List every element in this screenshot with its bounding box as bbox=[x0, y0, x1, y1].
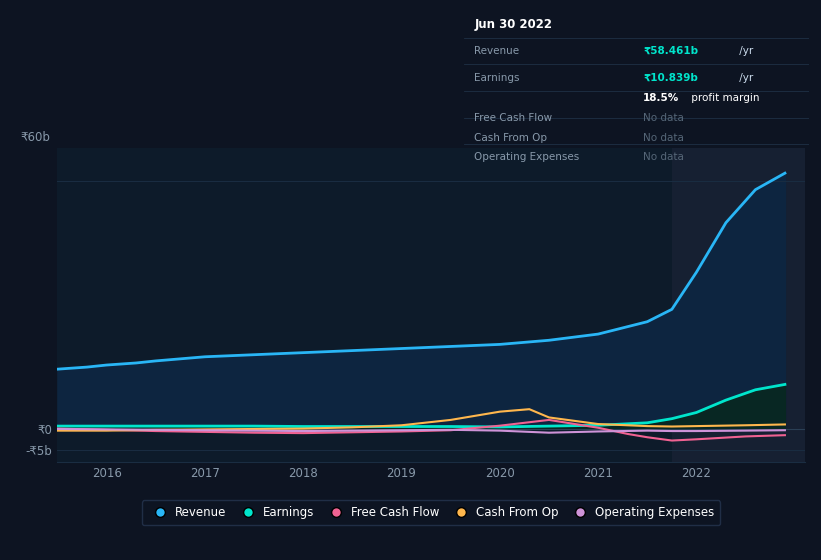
Text: Revenue: Revenue bbox=[475, 46, 520, 56]
Text: /yr: /yr bbox=[736, 73, 754, 83]
Text: /yr: /yr bbox=[736, 46, 754, 56]
Text: Operating Expenses: Operating Expenses bbox=[475, 152, 580, 162]
Text: ₹10.839b: ₹10.839b bbox=[643, 73, 698, 83]
Legend: Revenue, Earnings, Free Cash Flow, Cash From Op, Operating Expenses: Revenue, Earnings, Free Cash Flow, Cash … bbox=[142, 500, 720, 525]
Text: ₹58.461b: ₹58.461b bbox=[643, 46, 699, 56]
Text: profit margin: profit margin bbox=[688, 92, 759, 102]
Bar bbox=[672, 148, 805, 462]
Text: No data: No data bbox=[643, 152, 684, 162]
Text: Earnings: Earnings bbox=[475, 73, 520, 83]
Text: Cash From Op: Cash From Op bbox=[475, 133, 548, 143]
Text: No data: No data bbox=[643, 113, 684, 123]
Text: Free Cash Flow: Free Cash Flow bbox=[475, 113, 553, 123]
Text: ₹60b: ₹60b bbox=[21, 130, 50, 144]
Text: 18.5%: 18.5% bbox=[643, 92, 680, 102]
Text: No data: No data bbox=[643, 133, 684, 143]
Text: Jun 30 2022: Jun 30 2022 bbox=[475, 18, 553, 31]
